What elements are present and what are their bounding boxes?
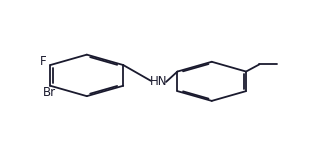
Text: HN: HN: [150, 75, 167, 88]
Text: F: F: [39, 55, 46, 68]
Text: Br: Br: [43, 86, 56, 99]
